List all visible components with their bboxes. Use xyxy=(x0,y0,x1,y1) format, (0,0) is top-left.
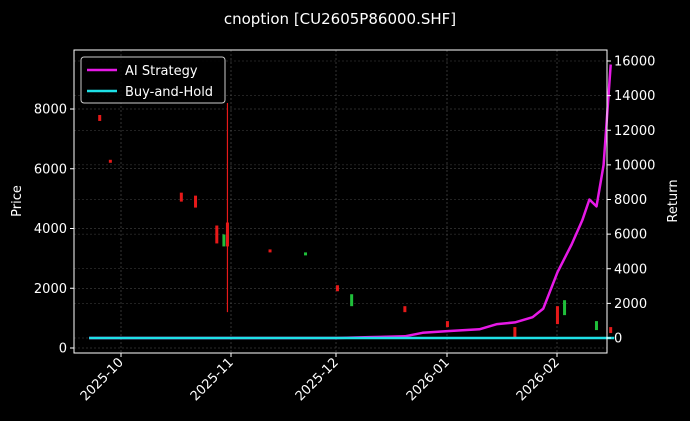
right-axis: 0 2000 4000 6000 8000 10000 12000 14000 16000 xyxy=(607,55,655,347)
legend-label-buy-and-hold: Buy-and-Hold xyxy=(125,85,213,100)
y-left-tick-label: 6000 xyxy=(34,162,67,177)
y-right-tick-label: 14000 xyxy=(614,89,655,104)
y-right-label: Return xyxy=(666,179,681,222)
y-left-tick-label: 2000 xyxy=(34,282,67,297)
candlesticks xyxy=(98,103,613,340)
x-axis: 2025-10 2025-11 2025-12 2026-01 2026-02 xyxy=(78,353,563,404)
y-right-tick-label: 16000 xyxy=(614,55,655,70)
y-right-tick-label: 0 xyxy=(614,332,622,347)
y-left-tick-label: 0 xyxy=(59,342,67,357)
y-right-tick-label: 6000 xyxy=(614,228,647,243)
y-right-tick-label: 8000 xyxy=(614,193,647,208)
y-right-tick-label: 4000 xyxy=(614,262,647,277)
y-left-tick-label: 4000 xyxy=(34,222,67,237)
legend-label-ai-strategy: AI Strategy xyxy=(125,64,198,79)
x-tick-label: 2026-01 xyxy=(404,355,453,404)
grid-lines xyxy=(74,50,607,353)
y-right-tick-label: 12000 xyxy=(614,124,655,139)
x-tick-label: 2025-10 xyxy=(78,355,127,404)
return-lines xyxy=(89,64,615,340)
y-right-tick-label: 2000 xyxy=(614,297,647,312)
x-tick-label: 2025-12 xyxy=(293,355,342,404)
series-line xyxy=(89,64,612,340)
y-left-tick-label: 8000 xyxy=(34,103,67,118)
legend: AI Strategy Buy-and-Hold xyxy=(80,56,226,104)
x-tick-label: 2025-11 xyxy=(188,355,237,404)
chart-title: cnoption [CU2605P86000.SHF] xyxy=(224,10,456,28)
plot-frame xyxy=(73,49,608,354)
x-tick-label: 2026-02 xyxy=(514,355,563,404)
y-left-label: Price xyxy=(10,185,25,217)
y-right-tick-label: 10000 xyxy=(614,158,655,173)
left-axis: 0 2000 4000 6000 8000 xyxy=(34,103,74,357)
